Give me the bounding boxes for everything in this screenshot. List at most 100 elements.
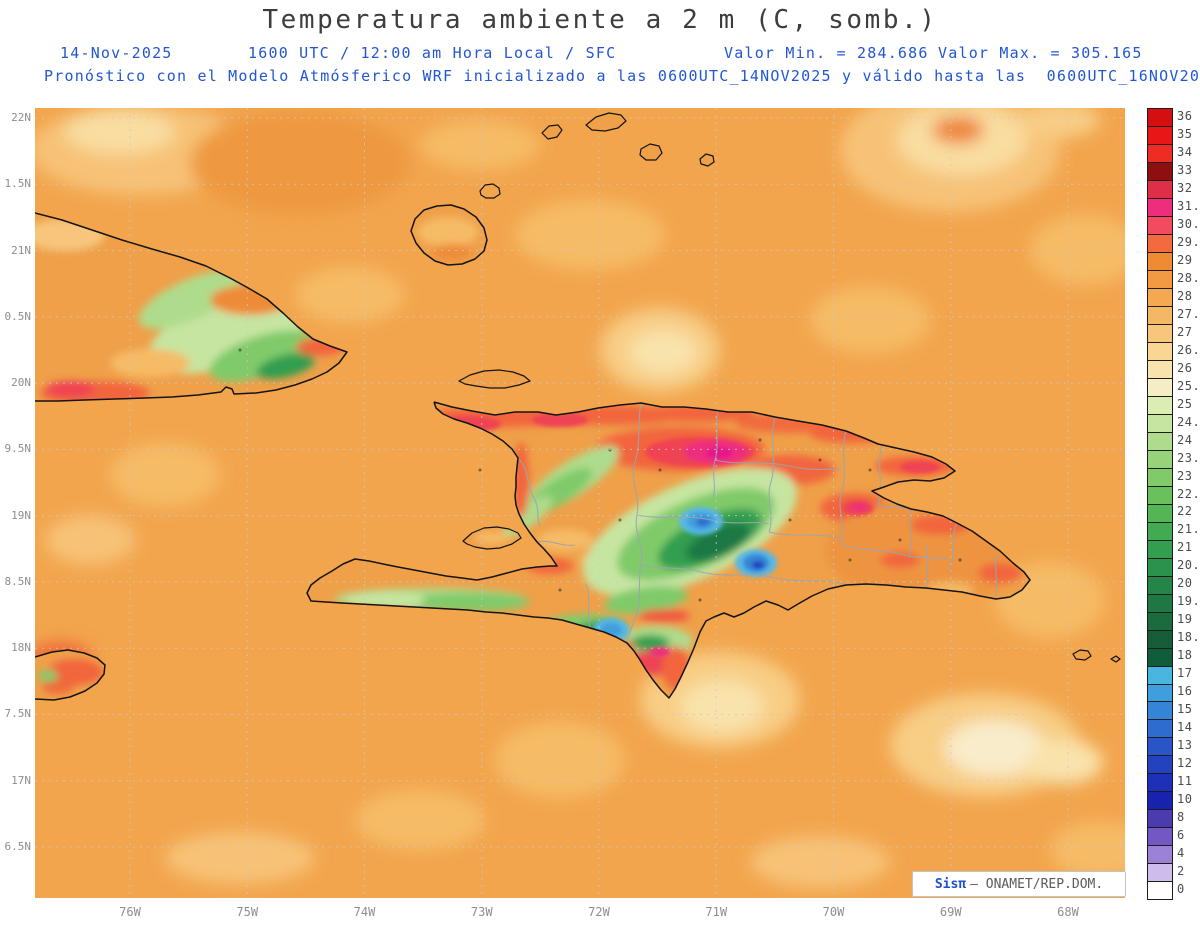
colorbar-tick-label: 33 bbox=[1177, 163, 1193, 178]
colorbar-tick-label: 20 bbox=[1177, 576, 1193, 591]
x-axis-label: 74W bbox=[353, 905, 376, 919]
x-axis-label: 73W bbox=[470, 905, 493, 919]
y-axis-label: 19N bbox=[11, 508, 31, 522]
colorbar-tick-label: 31.5 bbox=[1177, 199, 1200, 214]
colorbar-tick-label: 19 bbox=[1177, 612, 1193, 627]
colorbar-tick-label: 19.5 bbox=[1177, 594, 1200, 609]
y-axis-label: 7.5N bbox=[4, 707, 32, 721]
colorbar-cell bbox=[1148, 576, 1172, 595]
colorbar-cell bbox=[1148, 864, 1172, 883]
y-axis-label: 9.5N bbox=[4, 442, 32, 456]
colorbar-tick-label: 26.5 bbox=[1177, 342, 1200, 357]
colorbar-cell bbox=[1148, 180, 1172, 199]
colorbar-tick-label: 27 bbox=[1177, 324, 1193, 339]
colorbar-tick-label: 12 bbox=[1177, 755, 1193, 770]
watermark-text: – ONAMET/REP.DOM. bbox=[970, 876, 1104, 892]
colorbar-cell bbox=[1148, 468, 1172, 487]
watermark: Sisπ – ONAMET/REP.DOM. bbox=[912, 871, 1126, 897]
colorbar-tick-label: 18 bbox=[1177, 648, 1193, 663]
colorbar-tick-label: 32 bbox=[1177, 181, 1193, 196]
colorbar-cell bbox=[1148, 684, 1172, 703]
colorbar-tick-label: 15 bbox=[1177, 701, 1193, 716]
colorbar-cell bbox=[1148, 306, 1172, 325]
mona-islands bbox=[1072, 649, 1121, 663]
colorbar-tick-label: 26 bbox=[1177, 360, 1193, 375]
map-plot-area bbox=[35, 108, 1125, 898]
y-axis-label: 21N bbox=[11, 243, 31, 257]
x-axis-label: 70W bbox=[822, 905, 845, 919]
run-time-info: 1600 UTC / 12:00 am Hora Local / SFC bbox=[248, 44, 617, 62]
colorbar-cell bbox=[1148, 810, 1172, 829]
colorbar-tick-label: 36 bbox=[1177, 109, 1193, 124]
colorbar-cell bbox=[1148, 594, 1172, 613]
colorbar-cell bbox=[1148, 720, 1172, 739]
x-axis-label: 69W bbox=[939, 905, 962, 919]
hispaniola-coastline bbox=[306, 401, 1031, 699]
colorbar-cell bbox=[1148, 504, 1172, 523]
province-borders bbox=[517, 402, 998, 643]
value-min-label: Valor Min. = 284.686 bbox=[724, 44, 929, 62]
colorbar-tick-label: 4 bbox=[1177, 845, 1185, 860]
colorbar-cell bbox=[1148, 630, 1172, 649]
colorbar-cell bbox=[1148, 774, 1172, 793]
colorbar-cell bbox=[1148, 540, 1172, 559]
colorbar-tick-label: 13 bbox=[1177, 737, 1193, 752]
colorbar-cell bbox=[1148, 396, 1172, 415]
colorbar-tick-label: 18.5 bbox=[1177, 630, 1200, 645]
y-axis-label: 0.5N bbox=[4, 309, 32, 323]
gonave-coastline bbox=[462, 526, 522, 550]
colorbar-cell bbox=[1148, 432, 1172, 451]
colorbar-cell bbox=[1148, 144, 1172, 163]
colorbar-cell bbox=[1148, 234, 1172, 253]
gridlines bbox=[35, 108, 1125, 898]
colorbar-cell bbox=[1148, 756, 1172, 775]
colorbar-cell bbox=[1148, 378, 1172, 397]
colorbar-tick-label: 8 bbox=[1177, 809, 1185, 824]
colorbar-tick-label: 29 bbox=[1177, 253, 1193, 268]
sispi-logo: Sisπ bbox=[934, 876, 967, 892]
value-max-label: Valor Max. = 305.165 bbox=[938, 44, 1143, 62]
colorbar-tick-label: 6 bbox=[1177, 827, 1185, 842]
colorbar-tick-label: 16 bbox=[1177, 684, 1193, 699]
coastlines bbox=[35, 112, 1121, 701]
great-inagua-coastline bbox=[410, 204, 488, 266]
little-inagua-coastline bbox=[479, 183, 501, 199]
colorbar-tick-label: 21 bbox=[1177, 540, 1193, 555]
colorbar-tick-label: 2 bbox=[1177, 863, 1185, 878]
colorbar-tick-label: 27.5 bbox=[1177, 306, 1200, 321]
colorbar-tick-label: 23 bbox=[1177, 468, 1193, 483]
ocean-temperature-field bbox=[35, 108, 1125, 888]
colorbar-cell bbox=[1148, 288, 1172, 307]
colorbar-tick-label: 23.5 bbox=[1177, 450, 1200, 465]
colorbar-tick-label: 28 bbox=[1177, 289, 1193, 304]
jamaica-coastline bbox=[35, 649, 106, 701]
colorbar-cell bbox=[1148, 126, 1172, 145]
tortuga-coastline bbox=[458, 369, 531, 389]
colorbar-tick-label: 0 bbox=[1177, 881, 1185, 896]
colorbar-cell bbox=[1148, 198, 1172, 217]
y-axis-label: 20N bbox=[11, 376, 31, 390]
colorbar bbox=[1147, 108, 1173, 900]
colorbar-cell bbox=[1148, 414, 1172, 433]
colorbar-tick-label: 24.5 bbox=[1177, 414, 1200, 429]
colorbar-tick-label: 10 bbox=[1177, 791, 1193, 806]
colorbar-tick-label: 24 bbox=[1177, 432, 1193, 447]
y-axis-label: 17N bbox=[11, 773, 31, 787]
run-date: 14-Nov-2025 bbox=[60, 44, 173, 62]
colorbar-cell bbox=[1148, 216, 1172, 235]
colorbar-tick-label: 29.7 bbox=[1177, 235, 1200, 250]
colorbar-cell bbox=[1148, 792, 1172, 811]
y-axis-label: 22N bbox=[11, 111, 31, 124]
colorbar-cell bbox=[1148, 109, 1172, 127]
colorbar-cell bbox=[1148, 486, 1172, 505]
y-axis-label: 18N bbox=[11, 641, 31, 655]
x-axis-label: 71W bbox=[705, 905, 728, 919]
y-axis-label: 6.5N bbox=[4, 839, 32, 853]
colorbar-cell bbox=[1148, 162, 1172, 181]
colorbar-tick-label: 28.5 bbox=[1177, 271, 1200, 286]
colorbar-cell bbox=[1148, 612, 1172, 631]
colorbar-tick-label: 14 bbox=[1177, 719, 1193, 734]
colorbar-tick-label: 30.7 bbox=[1177, 217, 1200, 232]
colorbar-cell bbox=[1148, 648, 1172, 667]
